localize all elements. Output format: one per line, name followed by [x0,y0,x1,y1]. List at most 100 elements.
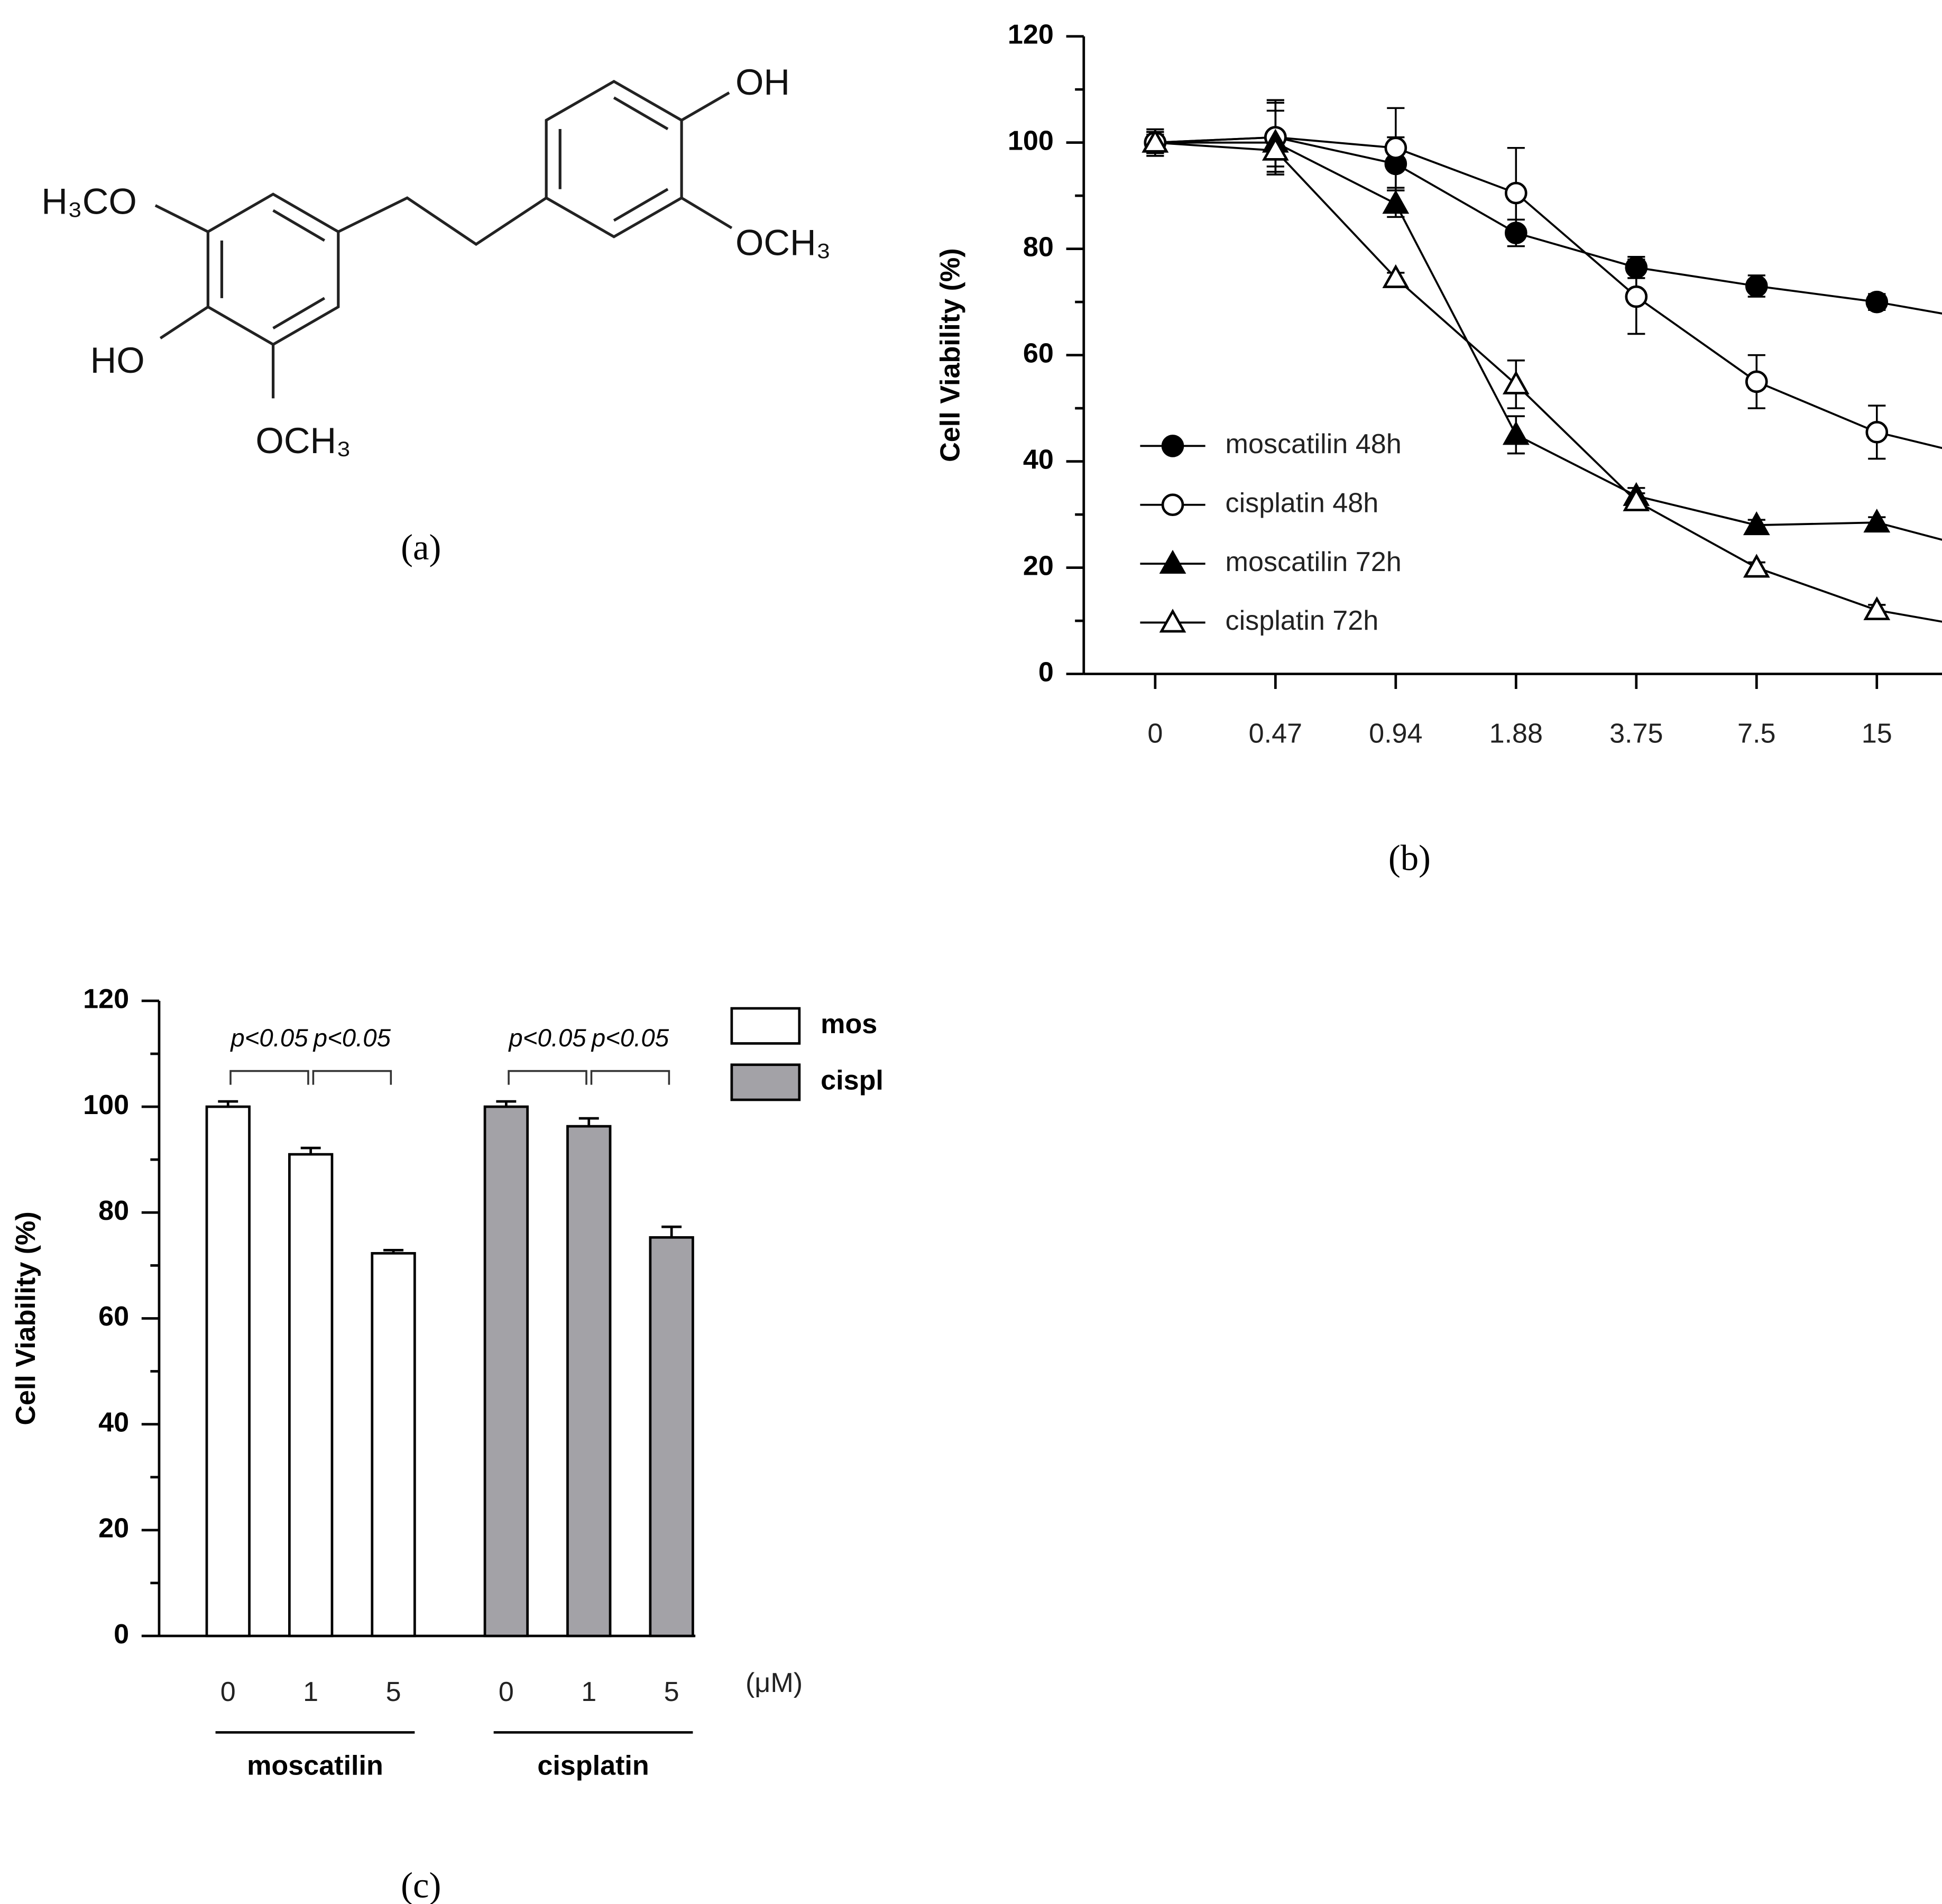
y-axis-title: Cell Viability (%) [11,1211,41,1425]
legend-marker [1161,435,1184,457]
y-tick-label: 120 [1008,19,1054,50]
bar [649,1236,694,1638]
chem-label: OCH₃ [255,420,351,461]
annotation: p<0.05 [312,1024,391,1052]
annotation: p<0.05 [591,1024,669,1052]
x-tick-label: 15 [1862,718,1892,749]
y-tick-label: 40 [98,1407,129,1438]
point [1382,264,1410,288]
y-tick-label: 0 [1038,657,1054,687]
bracket [590,1070,670,1085]
x-tick-label: 7.5 [1737,718,1775,749]
annotation: p<0.05 [229,1024,308,1052]
point [1625,285,1648,308]
legend-label: mos [821,1009,877,1040]
x-tick-label: 1.88 [1489,718,1543,749]
point [1865,421,1889,444]
legend-label: moscatilin 48h [1226,429,1402,459]
point [1863,509,1891,533]
line-chart: 0 20 40 60 80 100 120 Cell Viability (%) 0 0.47 0.… [935,19,1942,878]
error-bar [578,1117,599,1127]
legend-swatch [730,1063,801,1101]
bar [288,1153,334,1638]
panel-label: (b) [1388,838,1431,878]
chain [337,196,547,246]
point [1743,511,1770,536]
panel-label: (a) [401,527,441,567]
series-line [1155,141,1942,541]
legend-label: cisplatin 48h [1226,488,1379,519]
legend-marker [1161,493,1184,517]
point [1504,222,1527,244]
chem-label: H₃CO [41,181,137,222]
y-tick-label: 80 [98,1195,129,1226]
point [1745,274,1768,298]
error-bar [661,1225,682,1238]
double-bonds [558,96,669,222]
y-tick-label: 60 [98,1301,129,1332]
point [1623,487,1650,511]
point [1625,256,1648,279]
group-label: moscatilin [247,1751,383,1781]
legend-marker [1159,549,1186,574]
y-tick-label: 100 [83,1090,129,1120]
y-tick-label: 80 [1023,232,1054,262]
group-label: cisplatin [537,1751,649,1781]
x-tick-label: 5 [664,1677,679,1707]
bar [483,1105,529,1638]
y-tick-label: 120 [83,984,129,1015]
point [1502,421,1530,445]
series-line [1155,136,1942,315]
x-unit: (μM) [745,1668,803,1698]
point [1504,181,1527,205]
y-tick-label: 100 [1008,125,1054,156]
x-tick-label: 5 [386,1677,401,1707]
y-tick-label: 0 [114,1619,129,1650]
legend-marker [1159,609,1186,633]
chem-label: OCH₃ [735,223,831,263]
x-tick-label: 0.94 [1369,718,1422,749]
y-axis-title: Cell Viability (%) [935,248,966,462]
y-tick-label: 40 [1023,444,1054,475]
point [1382,190,1410,214]
bracket [312,1070,392,1085]
bracket [508,1070,587,1085]
y-tick-label: 60 [1023,338,1054,369]
point [1865,290,1889,314]
x-tick-label: 0 [220,1677,236,1707]
x-tick-label: 1 [303,1677,318,1707]
legend-label: moscatilin 72h [1226,547,1402,577]
series-line [1155,136,1942,449]
chem-label: OH [735,62,790,103]
series-line [1155,141,1942,623]
x-tick-label: 0.47 [1249,718,1302,749]
point [1262,136,1289,161]
bracket [229,1070,309,1085]
bar [205,1105,251,1638]
x-tick-label: 0 [499,1677,514,1707]
bar-chart: 0 20 40 60 80 100 120 Cell Viability (%) 0 1 5 0 1 5 (… [11,984,883,1904]
legend-label: cispl [821,1065,883,1096]
point [1745,370,1768,393]
bar [566,1125,612,1638]
x-tick-label: 1 [581,1677,596,1707]
annotation: p<0.05 [508,1024,586,1052]
point [1863,596,1891,620]
point [1743,554,1770,578]
legend-label: cisplatin 72h [1226,605,1379,636]
double-bonds [220,209,326,329]
chem-label: HO [90,340,145,381]
y-tick-label: 20 [98,1513,129,1544]
x-tick-label: 0 [1147,718,1163,749]
point [1384,136,1407,160]
point [1502,370,1530,394]
legend-swatch [730,1007,801,1045]
x-tick-label: 3.75 [1609,718,1663,749]
substituent-bonds [154,91,733,399]
bar [371,1252,416,1638]
panel-label: (c) [401,1865,441,1904]
structure: H₃CO OH OCH₃ HO OCH₃ (a) [41,62,831,567]
y-tick-label: 20 [1023,550,1054,581]
point [1142,128,1169,153]
